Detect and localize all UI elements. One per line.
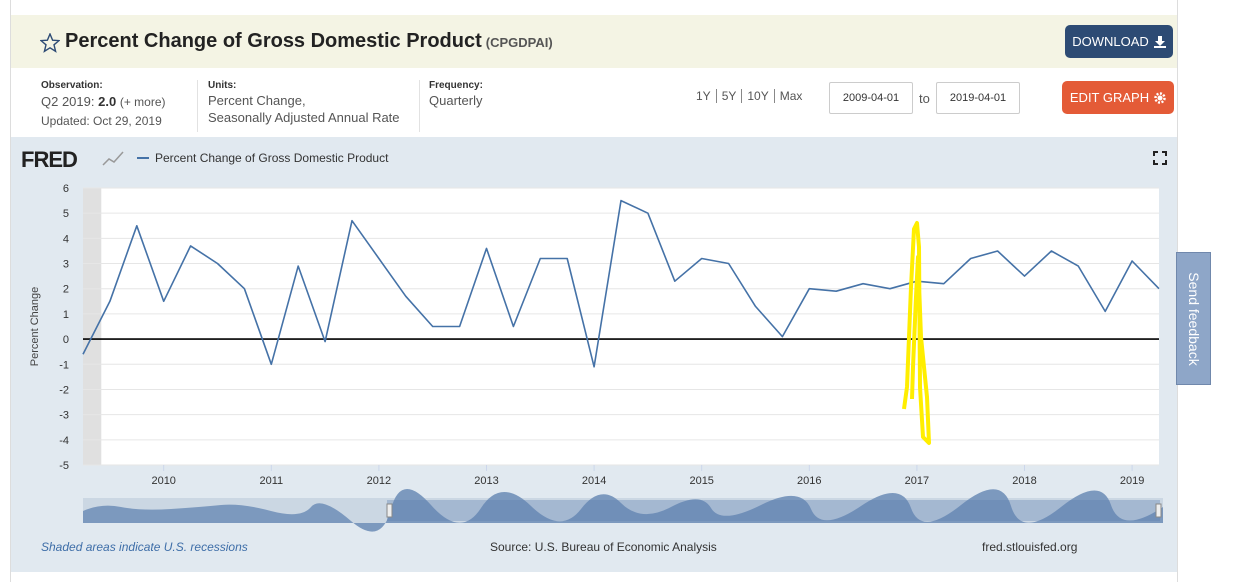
plot-background	[83, 188, 1159, 465]
fred-logo: FRED	[21, 147, 77, 172]
fullscreen-icon[interactable]	[1153, 151, 1167, 165]
download-icon	[1153, 35, 1166, 48]
x-tick-label: 2016	[797, 475, 821, 487]
observation-period: Q2 2019:	[41, 94, 95, 109]
series-title: Percent Change of Gross Domestic Product…	[65, 30, 553, 53]
edit-graph-label: EDIT GRAPH	[1069, 90, 1150, 105]
feedback-tab[interactable]: Send feedback	[1176, 252, 1211, 385]
y-tick-label: 4	[63, 233, 69, 245]
title-text: Percent Change of Gross Domestic Product	[65, 30, 482, 52]
gear-icon	[1154, 91, 1166, 104]
observation-more[interactable]: (+ more)	[119, 95, 166, 109]
range-button[interactable]: 1Y	[696, 89, 711, 103]
title-bar	[11, 15, 1177, 68]
source: Source: U.S. Bureau of Economic Analysis	[490, 540, 717, 554]
separator	[197, 80, 198, 132]
y-tick-label: -1	[59, 359, 69, 371]
range-button[interactable]: 10Y	[741, 89, 769, 103]
range-buttons: 1Y 5Y 10Y Max	[696, 89, 802, 103]
legend-label: Percent Change of Gross Domestic Product	[155, 151, 389, 165]
recession-note: Shaded areas indicate U.S. recessions	[41, 540, 248, 554]
date-to[interactable]: 2019-04-01	[936, 82, 1020, 114]
frequency: Quarterly	[429, 93, 483, 108]
y-tick-label: -3	[59, 410, 69, 422]
range-button[interactable]: Max	[773, 89, 802, 103]
date-from[interactable]: 2009-04-01	[829, 82, 913, 114]
y-tick-label: 3	[63, 259, 69, 271]
units-line: Seasonally Adjusted Annual Rate	[208, 110, 400, 125]
x-tick-label: 2010	[151, 475, 175, 487]
y-tick-label: -5	[59, 460, 69, 472]
navigator-selection[interactable]	[387, 500, 1160, 521]
x-tick-label: 2019	[1120, 475, 1144, 487]
navigator-area	[83, 488, 1163, 532]
navigator-handle[interactable]	[1155, 503, 1162, 518]
y-tick-label: -2	[59, 384, 69, 396]
y-tick-label: 1	[63, 309, 69, 321]
favorite-star[interactable]	[40, 33, 60, 53]
edit-graph-button[interactable]: EDIT GRAPH	[1062, 81, 1174, 114]
y-tick-label: 6	[63, 183, 69, 195]
y-tick-label: 2	[63, 284, 69, 296]
data-line	[82, 199, 1160, 368]
x-tick-label: 2015	[689, 475, 713, 487]
y-axis-label: Percent Change	[29, 287, 41, 367]
series-id: (CPGDPAI)	[485, 35, 553, 50]
x-tick-label: 2011	[259, 475, 283, 487]
frequency-label: Frequency:	[429, 80, 483, 91]
observation-label: Observation:	[41, 80, 103, 91]
fred-logo-chart	[102, 151, 124, 166]
y-tick-label: 0	[63, 334, 69, 346]
recession-shade	[83, 188, 102, 465]
observation-value: 2.0	[98, 94, 117, 109]
feedback-label: Send feedback	[1185, 271, 1202, 366]
chart: -5 -4 -3 -2 -1 0 1 2 3 4 5 6 2010 2011 2012 2013 2014 201…	[21, 147, 1167, 554]
download-button[interactable]: DOWNLOAD	[1065, 25, 1173, 58]
download-label: DOWNLOAD	[1072, 34, 1149, 49]
annotation-scribble	[902, 221, 931, 445]
separator	[419, 80, 420, 132]
y-tick-label: -4	[59, 435, 69, 447]
updated: Updated: Oct 29, 2019	[41, 114, 162, 128]
observation: Q2 2019: 2.0 (+ more)	[41, 94, 166, 109]
date-to-word: to	[919, 91, 930, 106]
units-line: Percent Change,	[208, 93, 306, 108]
x-tick-label: 2018	[1012, 475, 1036, 487]
x-tick-label: 2017	[905, 475, 929, 487]
x-tick-label: 2013	[474, 475, 498, 487]
x-tick-label: 2014	[582, 475, 606, 487]
y-tick-label: 5	[63, 208, 69, 220]
range-button[interactable]: 5Y	[715, 89, 736, 103]
site: fred.stlouisfed.org	[982, 540, 1077, 554]
navigator-handle[interactable]	[386, 503, 393, 518]
chart-area: -5 -4 -3 -2 -1 0 1 2 3 4 5 6 2010 2011 2012 2013 2014 201…	[11, 137, 1177, 572]
units-label: Units:	[208, 80, 237, 91]
x-tick-label: 2012	[367, 475, 391, 487]
